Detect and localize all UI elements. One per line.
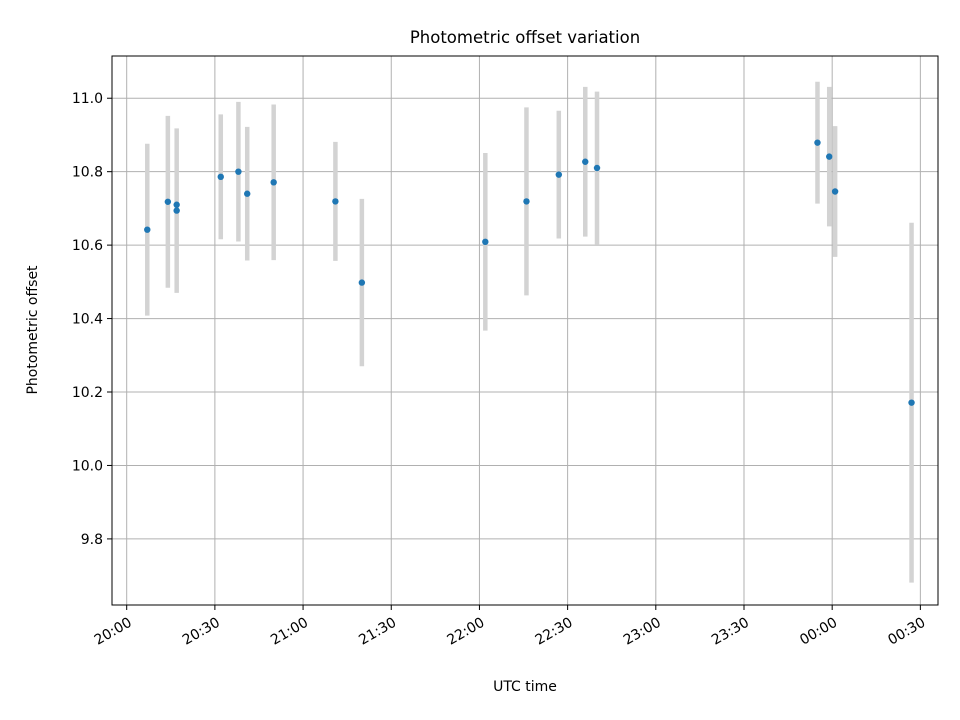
y-tick-label: 11.0 [72, 91, 103, 107]
y-tick-label: 10.4 [72, 312, 103, 328]
data-point [523, 198, 530, 205]
data-point [217, 173, 224, 181]
data-point [358, 279, 366, 286]
data-point [332, 198, 339, 205]
data-point [235, 168, 242, 175]
data-point [582, 158, 589, 165]
data-point [173, 201, 180, 208]
data-point [173, 207, 180, 214]
y-tick-label: 9.8 [81, 532, 103, 548]
data-point [593, 164, 601, 172]
data-point [908, 399, 915, 406]
y-tick-label: 10.8 [72, 165, 103, 181]
chart-title: Photometric offset variation [410, 28, 640, 47]
data-point [482, 238, 489, 246]
y-axis-label: Photometric offset [25, 265, 41, 395]
x-axis-label: UTC time [493, 679, 557, 695]
y-tick-label: 10.6 [72, 238, 103, 254]
data-point [164, 198, 172, 205]
data-point [244, 190, 251, 197]
data-point [270, 179, 277, 186]
y-axis: 9.8 10.0 10.2 10.4 10.6 10.8 11.0 [72, 91, 112, 548]
y-tick-label: 10.2 [72, 385, 103, 401]
data-point [144, 226, 151, 233]
data-point [555, 171, 563, 178]
data-point [826, 153, 833, 160]
y-tick-label: 10.0 [72, 458, 103, 474]
plot-frame [111, 55, 939, 606]
data-point [831, 188, 839, 195]
data-point [814, 139, 821, 146]
data-points [144, 139, 915, 406]
